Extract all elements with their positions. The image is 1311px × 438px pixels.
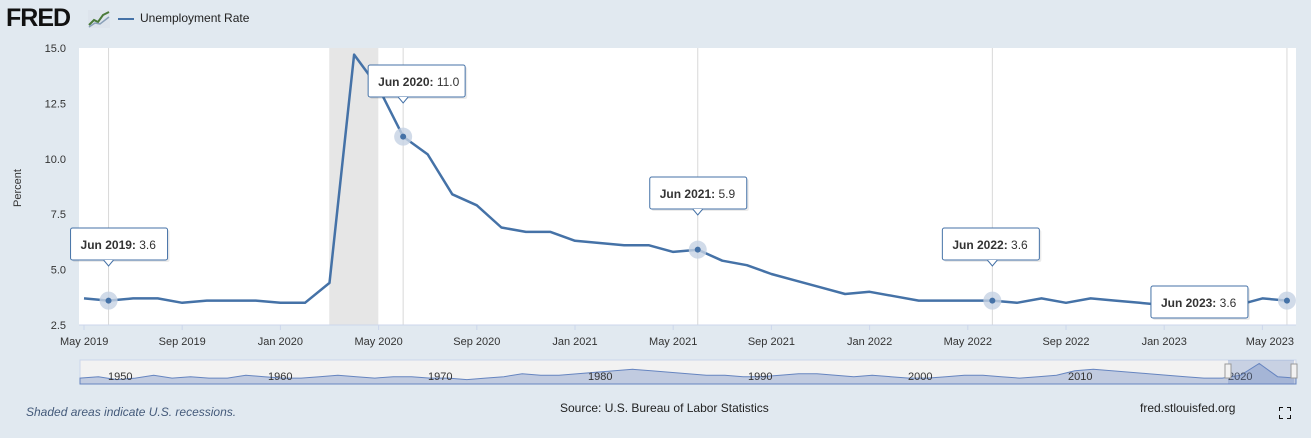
y-tick-label: 7.5 xyxy=(51,209,66,221)
grid-layer xyxy=(108,48,1288,325)
point-marker xyxy=(694,246,701,253)
tooltip-label: Jun 2022: 3.6 xyxy=(952,238,1028,252)
navigator-label: 1970 xyxy=(428,371,452,383)
point-marker xyxy=(989,297,996,304)
point-marker xyxy=(400,133,407,140)
navigator-label: 1960 xyxy=(268,371,292,383)
tooltip-value: 3.6 xyxy=(1011,238,1028,252)
x-tick-label: May 2021 xyxy=(649,336,697,348)
point-marker xyxy=(105,297,112,304)
navigator-track xyxy=(79,359,1297,385)
x-tick-label: May 2023 xyxy=(1246,336,1294,348)
navigator-selection xyxy=(1228,360,1294,384)
tooltip-value: 11.0 xyxy=(437,75,460,89)
x-tick-label: Sep 2019 xyxy=(159,336,206,348)
x-tick-label: Sep 2021 xyxy=(748,336,795,348)
navigator-label: 1990 xyxy=(748,371,772,383)
navigator-label: 1950 xyxy=(108,371,132,383)
x-tick-label: Sep 2020 xyxy=(453,336,500,348)
line-chart[interactable]: 15.0 12.5 10.0 7.5 5.0 2.5 May 2019 Sep 2019 Jan… xyxy=(0,0,1311,400)
annotation-layer: Jun 2019: 3.6 Jun 2020: 11.0 Jun 2021: 5.9… xyxy=(70,64,1296,320)
fullscreen-icon[interactable] xyxy=(1279,407,1291,419)
navigator-label: 2000 xyxy=(908,371,932,383)
x-tick-label: Jan 2020 xyxy=(258,336,303,348)
tooltip-label: Jun 2023: 3.6 xyxy=(1161,296,1237,310)
x-tick-label: Sep 2022 xyxy=(1042,336,1089,348)
legend-swatch xyxy=(118,18,134,20)
tooltip-label: Jun 2019: 3.6 xyxy=(81,238,157,252)
y-tick-label: 2.5 xyxy=(51,320,66,332)
tooltip-date: Jun 2020: xyxy=(378,75,437,89)
tooltip-pointer xyxy=(397,96,409,104)
series-line[interactable] xyxy=(83,53,1288,307)
tooltip-date: Jun 2021: xyxy=(660,187,719,201)
fred-logo[interactable]: FRED xyxy=(6,4,71,32)
y-axis-label: Percent xyxy=(12,169,24,207)
y-tick-label: 10.0 xyxy=(45,154,66,166)
tooltip-box xyxy=(1150,285,1249,319)
y-tick-label: 12.5 xyxy=(45,98,66,110)
x-tick-label: Jan 2021 xyxy=(552,336,597,348)
recession-note: Shaded areas indicate U.S. recessions. xyxy=(26,405,237,419)
source-text: Source: U.S. Bureau of Labor Statistics xyxy=(560,401,769,415)
series-layer xyxy=(83,53,1288,307)
tooltip-value: 3.6 xyxy=(139,238,156,252)
x-tick-label: May 2019 xyxy=(60,336,108,348)
y-tick-label: 15.0 xyxy=(45,43,66,55)
point-marker xyxy=(1283,297,1290,304)
tooltip-box xyxy=(367,64,466,98)
navigator-handle-right[interactable] xyxy=(1290,363,1298,379)
tooltip-box xyxy=(70,227,169,261)
navigator-label: 1980 xyxy=(588,371,612,383)
navigator-label: 2010 xyxy=(1068,371,1092,383)
x-tick-label: May 2022 xyxy=(944,336,992,348)
tooltip-pointer xyxy=(692,208,704,216)
x-tick-label: Jan 2022 xyxy=(847,336,892,348)
tooltip-value: 3.6 xyxy=(1220,296,1237,310)
fred-url-link[interactable]: fred.stlouisfed.org xyxy=(1140,401,1236,415)
axis-layer: 15.0 12.5 10.0 7.5 5.0 2.5 May 2019 Sep 2019 Jan… xyxy=(45,43,1296,348)
tooltip-label: Jun 2021: 5.9 xyxy=(660,187,736,201)
tooltip-date: Jun 2022: xyxy=(952,238,1011,252)
y-tick-label: 5.0 xyxy=(51,265,66,277)
navigator-handle-left[interactable] xyxy=(1224,363,1232,379)
tooltip-value: 5.9 xyxy=(718,187,735,201)
legend-label[interactable]: Unemployment Rate xyxy=(140,11,250,25)
x-tick-label: Jan 2023 xyxy=(1142,336,1187,348)
tooltip-label: Jun 2020: 11.0 xyxy=(378,75,459,89)
chart-header: FRED Unemployment Rate xyxy=(0,0,1311,40)
tooltip-date: Jun 2023: xyxy=(1161,296,1220,310)
x-tick-label: May 2020 xyxy=(354,336,402,348)
navigator-series xyxy=(79,362,1297,385)
tooltip-pointer xyxy=(986,259,998,267)
navigator-label: 2020 xyxy=(1228,371,1252,383)
range-navigator[interactable]: 1950 1960 1970 1980 1990 2000 2010 2020 xyxy=(79,359,1298,385)
logo-graph-icon xyxy=(88,10,110,28)
tooltip-date: Jun 2019: xyxy=(81,238,140,252)
tooltip-pointer xyxy=(103,259,114,267)
